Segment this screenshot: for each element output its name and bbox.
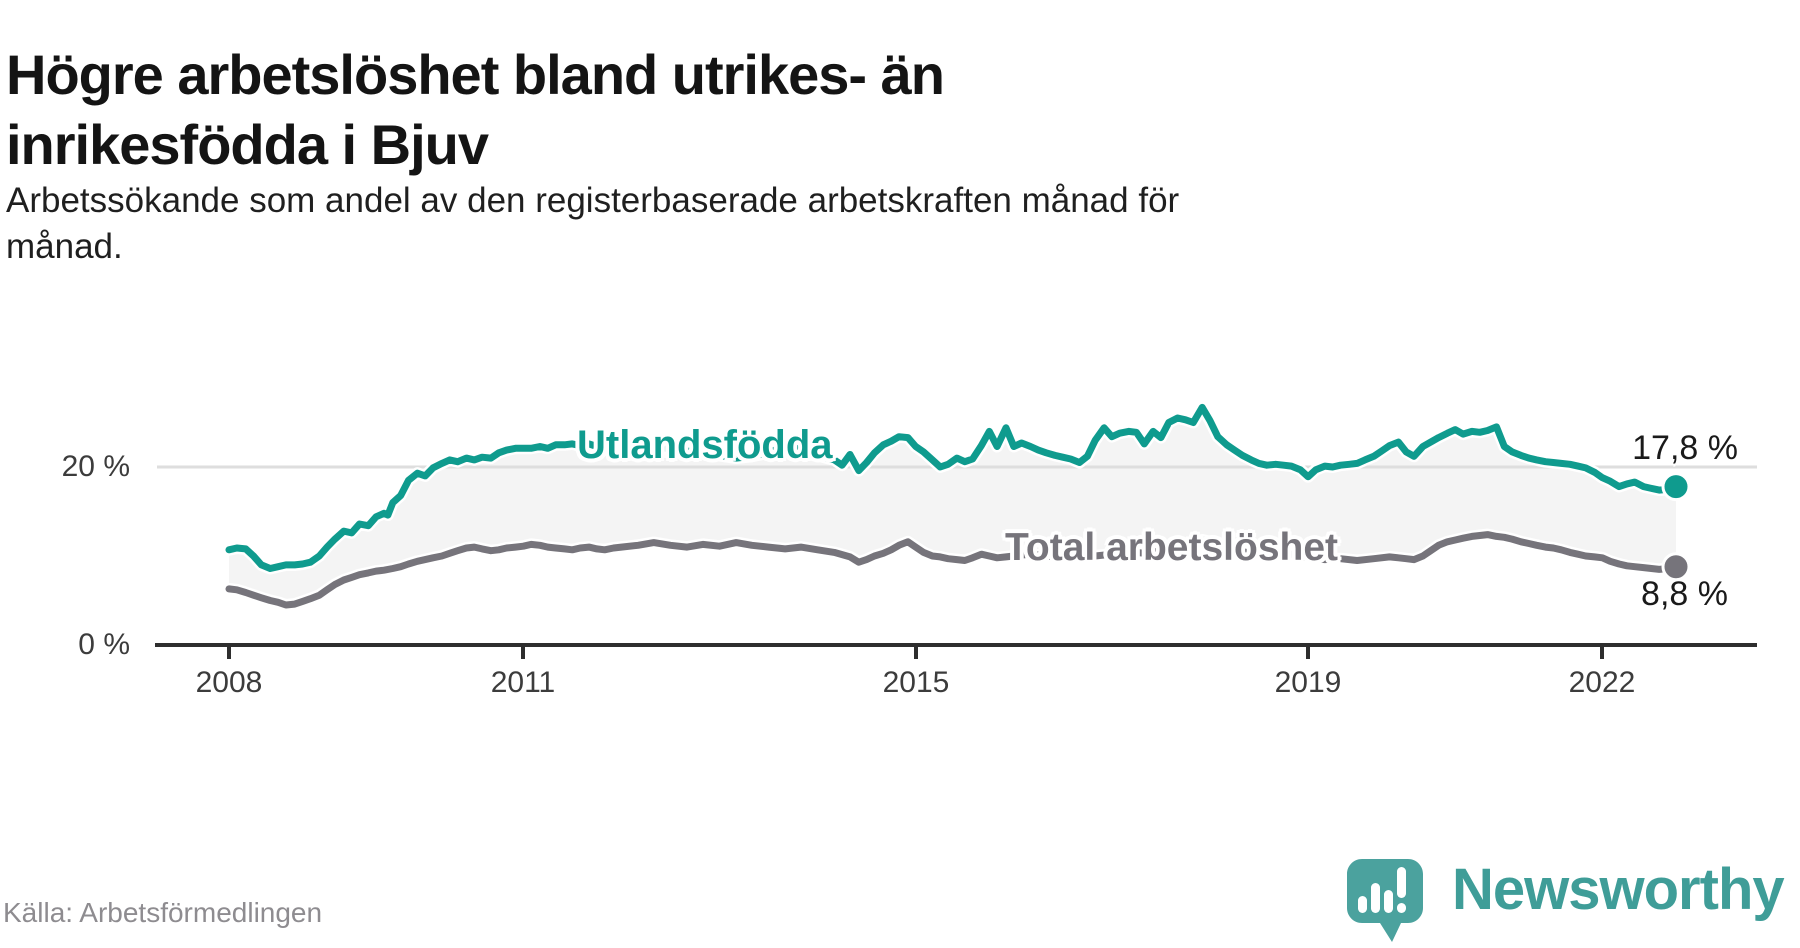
x-tick-label-2011: 2011 <box>490 666 556 699</box>
x-tick-label-2019: 2019 <box>1274 666 1342 699</box>
newsworthy-logo-icon <box>1347 859 1423 942</box>
page-title: Högre arbetslöshet bland utrikes- än inr… <box>6 40 1466 180</box>
logo-exclamation-dot <box>1397 903 1406 913</box>
logo-exclamation-bar <box>1397 867 1406 898</box>
series-line-total-arbetsl-shet <box>225 531 1680 609</box>
x-axis-tick-2022 <box>1600 647 1604 659</box>
chart-subtitle-line1: Arbetssökande som andel av den registerb… <box>6 181 1180 220</box>
x-axis-tick-2008 <box>227 647 231 659</box>
y-tick-label-0: 0 % <box>78 628 130 661</box>
x-axis-line <box>155 643 1757 647</box>
x-axis-tick-2015 <box>914 647 918 659</box>
x-axis-tick-2019 <box>1306 647 1310 659</box>
x-axis-tick-2011 <box>521 647 525 659</box>
end-value-label-total: 8,8 % <box>1641 575 1728 613</box>
newsworthy-logo-link[interactable]: Newsworthy <box>1346 858 1800 948</box>
page-title-line2: inrikesfödda i Bjuv <box>6 112 489 176</box>
logo-bar-tall <box>1371 883 1380 913</box>
series-line-utlandsf-dda <box>225 403 1680 572</box>
chart-subtitle: Arbetssökande som andel av den registerb… <box>6 178 1506 270</box>
x-tick-label-2008: 2008 <box>195 666 263 699</box>
logo-bar-short <box>1358 896 1367 913</box>
x-axis <box>155 643 1757 659</box>
source-credit: Källa: Arbetsförmedlingen <box>3 897 323 928</box>
logo-bar-medium <box>1384 890 1393 913</box>
y-tick-label-20: 20 % <box>61 450 130 483</box>
series-end-dot <box>1661 552 1691 582</box>
newsworthy-logo-text: Newsworthy <box>1452 857 1785 922</box>
chart-subtitle-line2: månad. <box>6 227 123 266</box>
series-end-dot <box>1661 472 1691 502</box>
series-label-total-arbetsloshet: Total arbetslöshet <box>1005 526 1339 569</box>
end-value-label-utlandsfodda: 17,8 % <box>1632 429 1738 467</box>
series-label-utlandsfodda: Utlandsfödda <box>577 423 833 467</box>
x-tick-label-2022: 2022 <box>1568 666 1636 699</box>
page-title-line1: Högre arbetslöshet bland utrikes- än <box>6 42 945 106</box>
x-tick-label-2015: 2015 <box>882 666 950 699</box>
series-lines <box>223 401 1691 611</box>
